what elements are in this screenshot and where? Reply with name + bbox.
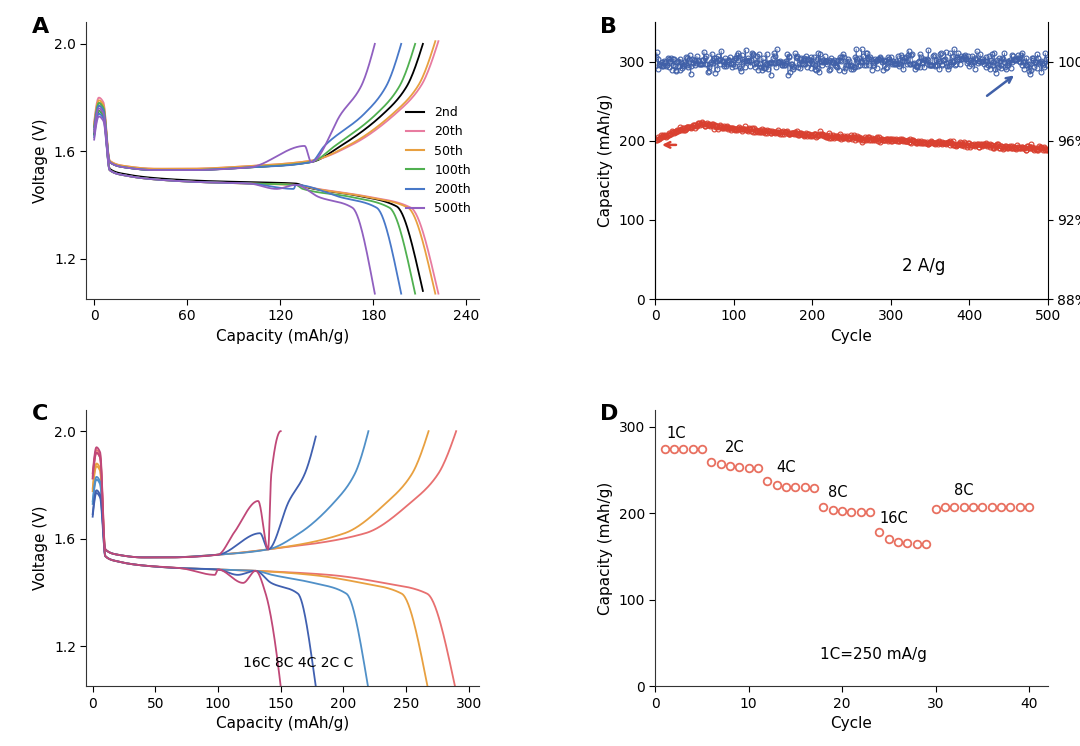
X-axis label: Cycle: Cycle xyxy=(831,716,873,731)
Y-axis label: Capacity (mAh/g): Capacity (mAh/g) xyxy=(598,94,613,228)
Text: A: A xyxy=(31,17,49,37)
Text: D: D xyxy=(600,404,619,424)
Y-axis label: Capacity (mAh/g): Capacity (mAh/g) xyxy=(598,481,613,615)
X-axis label: Capacity (mAh/g): Capacity (mAh/g) xyxy=(216,716,349,731)
X-axis label: Cycle: Cycle xyxy=(831,329,873,344)
Y-axis label: Voltage (V): Voltage (V) xyxy=(33,119,49,203)
Legend: 2nd, 20th, 50th, 100th, 200th, 500th: 2nd, 20th, 50th, 100th, 200th, 500th xyxy=(401,101,476,220)
Text: 1C=250 mA/g: 1C=250 mA/g xyxy=(820,647,927,662)
Text: C: C xyxy=(31,404,48,424)
Text: 8C: 8C xyxy=(828,486,848,501)
Text: 4C: 4C xyxy=(777,460,796,474)
Text: 8C: 8C xyxy=(955,483,974,498)
Text: 2 A/g: 2 A/g xyxy=(903,257,946,275)
Text: 16C: 16C xyxy=(879,512,908,527)
Text: 2C: 2C xyxy=(726,439,745,454)
Text: 16C 8C 4C 2C C: 16C 8C 4C 2C C xyxy=(243,656,354,670)
Text: 1C: 1C xyxy=(666,426,686,441)
Y-axis label: Voltage (V): Voltage (V) xyxy=(33,506,49,590)
X-axis label: Capacity (mAh/g): Capacity (mAh/g) xyxy=(216,329,349,344)
Text: B: B xyxy=(600,17,618,37)
